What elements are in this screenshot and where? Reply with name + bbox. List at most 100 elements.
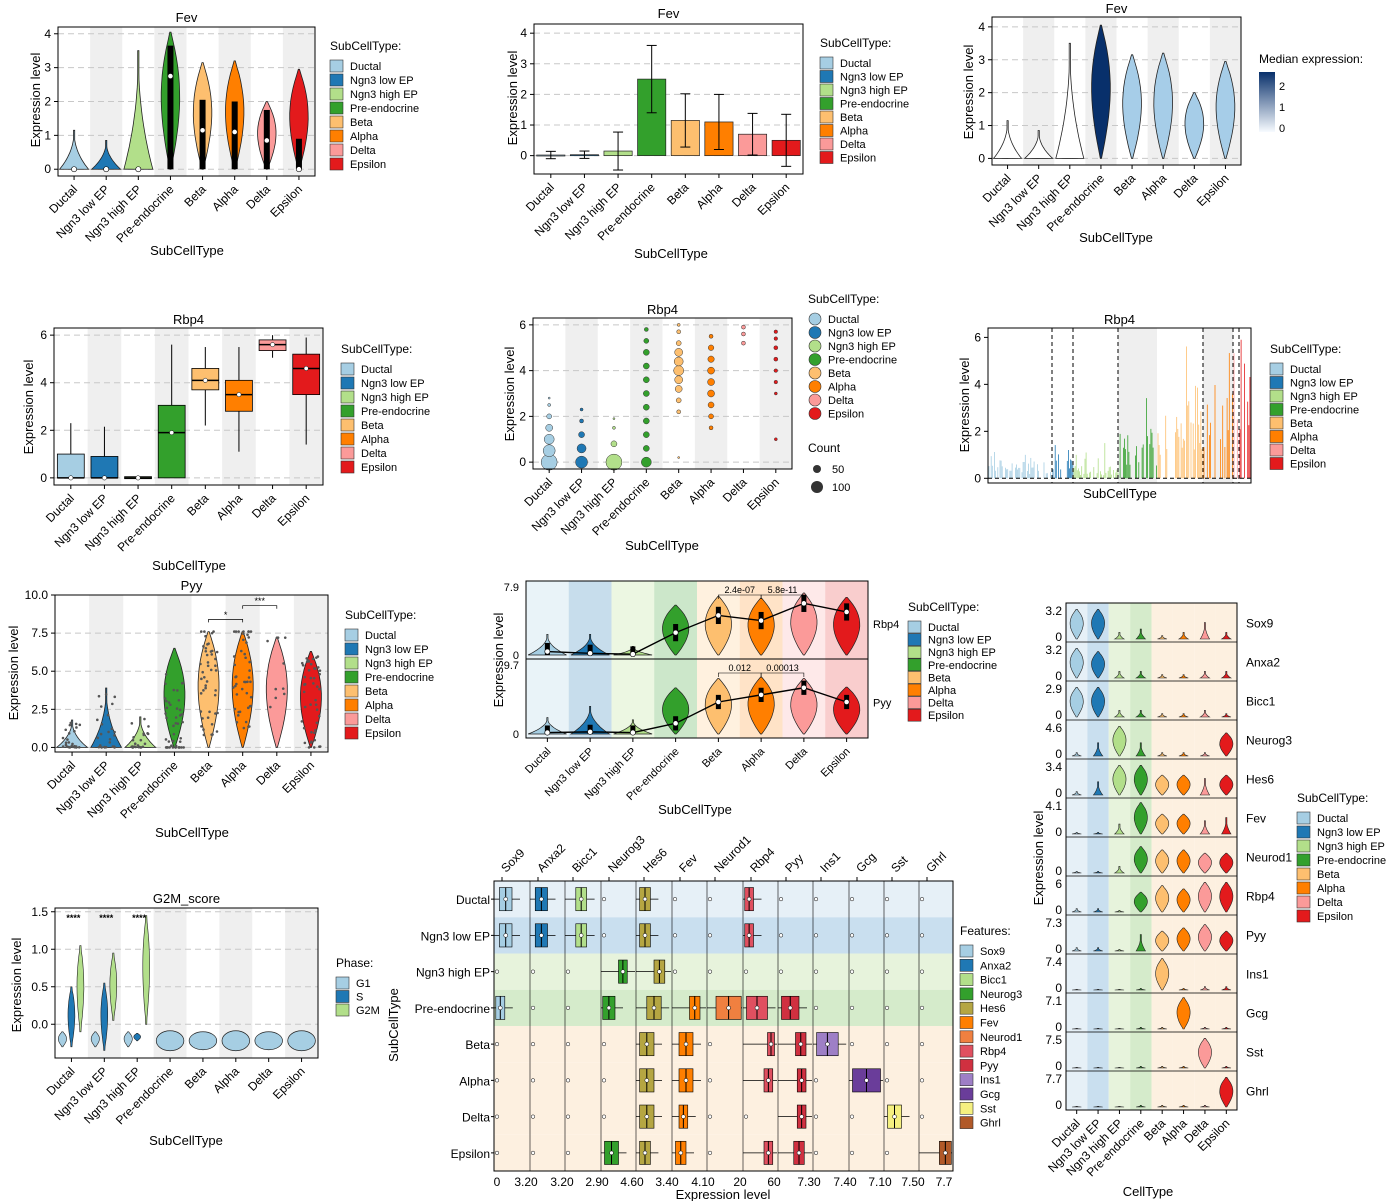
legend-key <box>340 418 355 432</box>
violin <box>1155 885 1170 913</box>
legend-label: Ductal <box>928 622 959 634</box>
data-point <box>282 662 285 665</box>
median-point <box>629 651 636 658</box>
x-tick-label: Beta <box>184 491 212 519</box>
y-tick-label: Ngn3 low EP <box>421 929 490 943</box>
median-point <box>766 1078 771 1083</box>
median-point <box>68 475 74 481</box>
data-point <box>214 664 217 668</box>
plot-frame <box>54 594 329 753</box>
x-axis-label: Expression level <box>676 1187 771 1201</box>
feature-label: Ghrl <box>923 849 949 875</box>
median-point <box>799 1114 804 1119</box>
legend-key <box>340 432 355 446</box>
data-point <box>172 732 176 736</box>
data-point <box>99 705 103 708</box>
panel-name: Rbp4 <box>873 619 899 631</box>
x-axis-label: SubCellType <box>625 538 699 553</box>
comparison-label: 0.00013 <box>766 663 799 673</box>
y-axis-label: Expression level <box>505 51 520 146</box>
median-point <box>601 933 607 938</box>
data-point <box>205 653 209 657</box>
chart-title: Fev <box>1106 1 1128 16</box>
violin <box>1199 778 1211 796</box>
y-tick-label: 0 <box>40 471 47 485</box>
data-point <box>246 680 249 684</box>
violin <box>1221 713 1232 718</box>
gene-label: Ins1 <box>1246 968 1269 982</box>
legend-key <box>329 157 344 171</box>
dot <box>579 407 584 412</box>
data-point <box>164 738 168 741</box>
data-point <box>113 695 117 699</box>
data-point <box>208 710 211 714</box>
data-point <box>303 705 307 709</box>
legend-title: Features: <box>960 924 1011 938</box>
data-point <box>318 687 321 691</box>
feature-label: Neurod1 <box>711 832 754 875</box>
y-zero-label: 0 <box>1055 669 1062 683</box>
legend-label: Delta <box>828 395 855 407</box>
x-tick-label: 7.7 <box>936 1175 953 1189</box>
legend-label: Epsilon <box>840 153 876 165</box>
y-tick-label: 0 <box>44 162 51 176</box>
legend-key <box>1296 825 1311 839</box>
data-point <box>203 630 206 633</box>
violin <box>1136 1105 1146 1108</box>
legend-key <box>344 642 359 656</box>
y-zero-label: 0 <box>1055 942 1062 956</box>
violin <box>1091 687 1105 718</box>
violin <box>133 1033 141 1042</box>
data-point <box>66 738 69 741</box>
violin <box>76 945 85 1033</box>
violin <box>289 68 309 170</box>
legend-key <box>959 1016 974 1029</box>
data-point <box>214 712 217 715</box>
y-zero-label: 0 <box>1055 630 1062 644</box>
data-point <box>239 649 243 653</box>
legend-label: Ngn3 high EP <box>828 341 896 353</box>
data-point <box>247 676 251 679</box>
violin <box>1114 1028 1125 1030</box>
data-point <box>206 643 209 646</box>
data-point <box>130 722 134 725</box>
data-point <box>246 706 250 710</box>
data-point <box>309 662 313 666</box>
violin <box>1157 752 1167 757</box>
data-point <box>315 656 318 659</box>
data-point <box>235 682 238 686</box>
violin <box>1071 791 1082 796</box>
y-tick-label: Ngn3 high EP <box>416 966 490 980</box>
median-point <box>825 1041 830 1047</box>
data-point <box>249 704 252 708</box>
legend-label: Alpha <box>840 126 869 138</box>
data-point <box>313 667 316 670</box>
data-point <box>234 675 237 679</box>
legend-label: Bicc1 <box>980 975 1007 987</box>
violin <box>1113 632 1126 640</box>
violin <box>1071 752 1082 757</box>
violin <box>1157 674 1167 679</box>
violin <box>1093 1067 1103 1069</box>
median-point <box>884 1150 890 1155</box>
violin <box>1184 92 1205 159</box>
legend-label: Beta <box>1290 418 1314 430</box>
data-point <box>132 735 135 739</box>
violin <box>1091 651 1105 679</box>
data-point <box>249 630 253 633</box>
x-tick-label: Delta <box>245 1064 275 1094</box>
violin <box>1114 1106 1125 1108</box>
dot <box>708 413 714 420</box>
x-tick-label: Delta <box>720 475 750 505</box>
violin <box>1199 710 1211 718</box>
legend-label: Alpha <box>1317 883 1346 895</box>
violin <box>1093 1028 1103 1030</box>
violin <box>1135 671 1147 679</box>
violin <box>1071 947 1082 952</box>
legend-key <box>329 59 344 73</box>
row-background <box>494 1134 953 1171</box>
legend-label: Delta <box>1317 897 1344 909</box>
data-point <box>249 695 253 699</box>
legend-key <box>959 973 974 986</box>
data-point <box>75 726 78 729</box>
